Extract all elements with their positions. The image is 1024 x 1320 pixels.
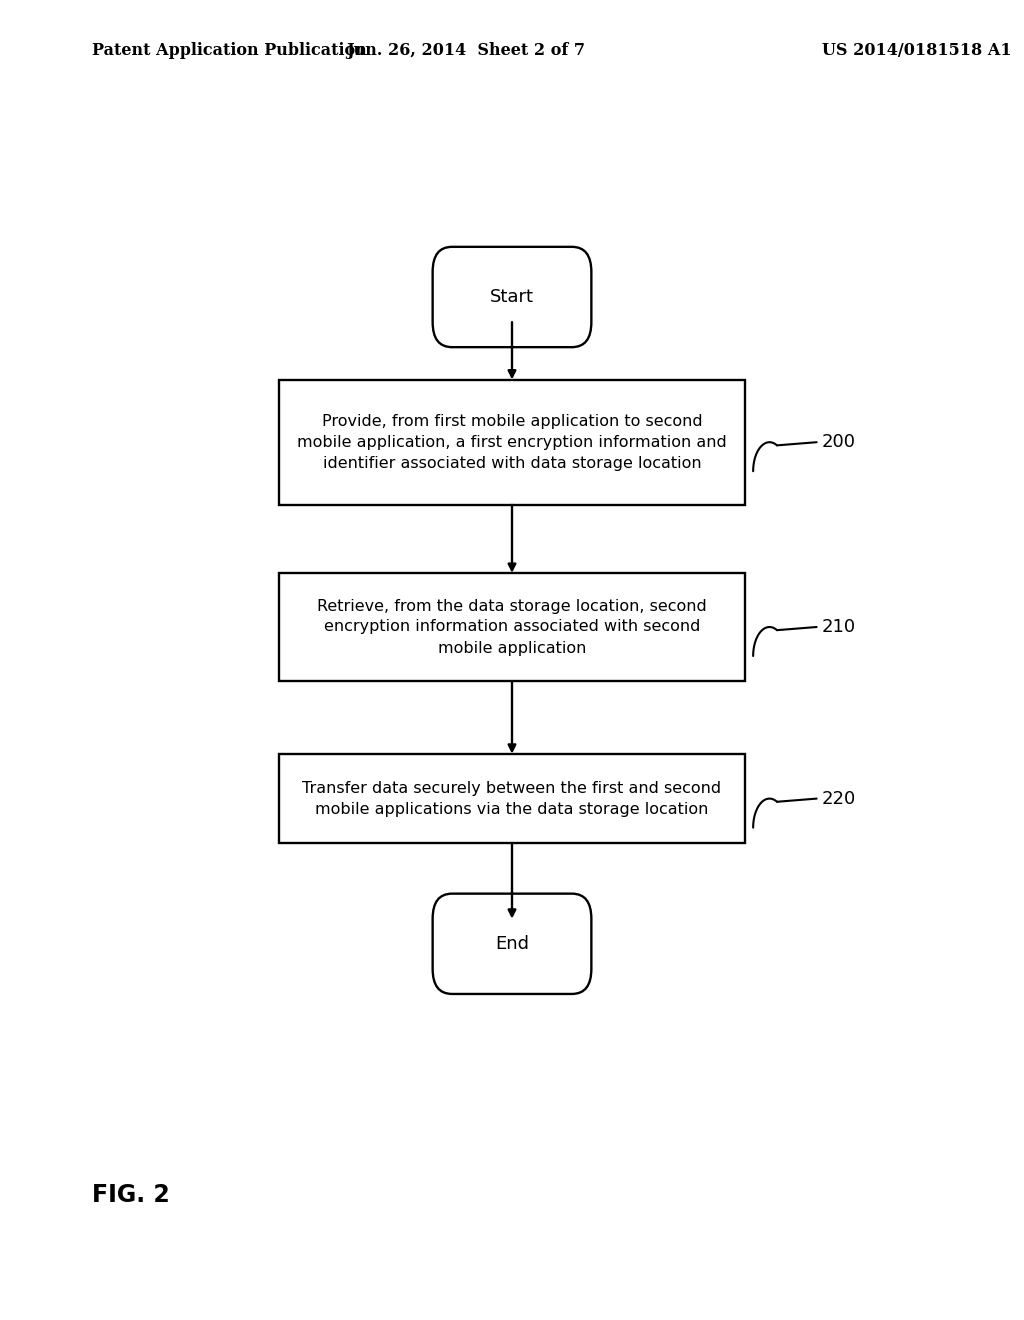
Text: US 2014/0181518 A1: US 2014/0181518 A1 (821, 42, 1012, 59)
Text: Retrieve, from the data storage location, second
encryption information associat: Retrieve, from the data storage location… (317, 598, 707, 656)
Text: Provide, from first mobile application to second
mobile application, a first enc: Provide, from first mobile application t… (297, 413, 727, 471)
Text: 220: 220 (821, 789, 856, 808)
Text: Jun. 26, 2014  Sheet 2 of 7: Jun. 26, 2014 Sheet 2 of 7 (346, 42, 586, 59)
Text: Transfer data securely between the first and second
mobile applications via the : Transfer data securely between the first… (302, 780, 722, 817)
FancyBboxPatch shape (432, 894, 592, 994)
FancyBboxPatch shape (432, 247, 592, 347)
Text: Patent Application Publication: Patent Application Publication (92, 42, 367, 59)
Text: End: End (495, 935, 529, 953)
Bar (279, 380, 745, 504)
Bar (279, 573, 745, 681)
Bar (279, 754, 745, 843)
Text: FIG. 2: FIG. 2 (92, 1183, 170, 1206)
Text: Start: Start (490, 288, 534, 306)
Text: 210: 210 (821, 618, 856, 636)
Text: 200: 200 (821, 433, 856, 451)
